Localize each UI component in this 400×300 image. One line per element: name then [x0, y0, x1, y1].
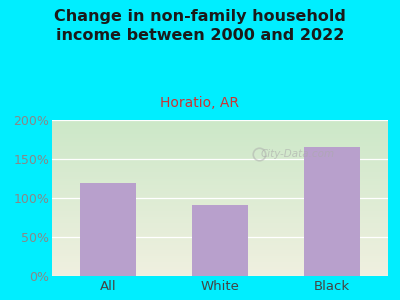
Bar [192, 205, 248, 276]
Text: Change in non-family household
income between 2000 and 2022: Change in non-family household income be… [54, 9, 346, 43]
Text: City-Data.com: City-Data.com [260, 149, 334, 159]
Bar [80, 183, 136, 276]
Bar [304, 146, 360, 276]
Text: Horatio, AR: Horatio, AR [160, 96, 240, 110]
